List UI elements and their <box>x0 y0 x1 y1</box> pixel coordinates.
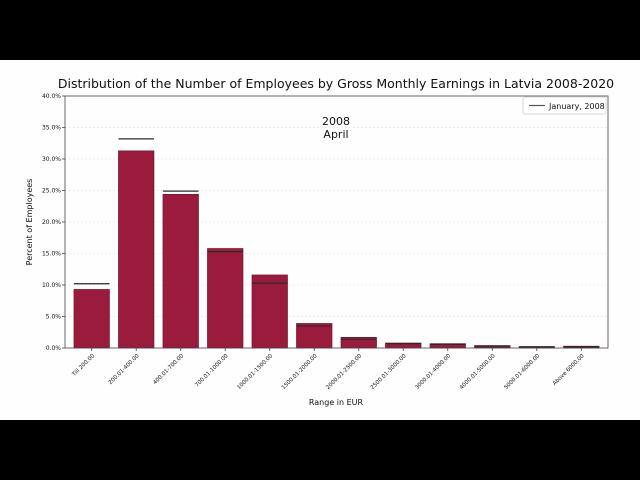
bar <box>118 150 155 349</box>
bar-chart: Distribution of the Number of Employees … <box>25 76 614 407</box>
x-tick-label: Till 200.00 <box>71 353 97 379</box>
legend-label-january-2008: January, 2008 <box>548 102 605 111</box>
y-axis-ticks: 0.0% 5.0% 10.0% 15.0% 20.0% 25.0% 30.0% 35.0% 40… <box>42 93 65 352</box>
bar <box>296 323 333 349</box>
y-tick-label: 5.0% <box>46 314 62 321</box>
y-tick-label: 30.0% <box>42 156 61 163</box>
x-tick-label: 400.01-700.00 <box>152 353 185 386</box>
y-tick-label: 20.0% <box>42 219 61 226</box>
bars <box>73 150 600 349</box>
x-tick-label: 5000.01-6000.00 <box>503 353 541 391</box>
chart-frame: Distribution of the Number of Employees … <box>0 60 640 420</box>
y-tick-label: 10.0% <box>42 282 61 289</box>
legend: January, 2008 <box>522 96 607 115</box>
x-axis-label: Range in EUR <box>309 398 364 407</box>
x-tick-label: 200.01-400.00 <box>108 353 141 386</box>
x-tick-label: 4000.01-5000.00 <box>459 353 497 391</box>
legend-box <box>522 96 607 115</box>
x-tick-label: 2000.01-2500.00 <box>325 353 363 391</box>
bar <box>73 289 110 349</box>
y-tick-label: 15.0% <box>42 251 61 258</box>
x-tick-label: 1500.01-2000.00 <box>281 353 319 391</box>
x-tick-label: 700.01-1000.00 <box>194 353 230 389</box>
reference-markers <box>73 138 600 348</box>
x-tick-label: 3000.01-4000.00 <box>414 353 452 391</box>
x-axis-ticks: Till 200.00 200.01-400.00 400.01-700.00 700… <box>71 348 586 391</box>
bar <box>251 274 288 349</box>
annotation-month: April <box>323 128 348 141</box>
bar <box>207 248 244 349</box>
chart-title: Distribution of the Number of Employees … <box>58 76 614 91</box>
y-axis-label: Percent of Employees <box>25 179 34 266</box>
x-tick-label: 1000.01-1500.00 <box>236 353 274 391</box>
y-tick-label: 25.0% <box>42 188 61 195</box>
y-tick-label: 40.0% <box>42 93 61 100</box>
annotation-year: 2008 <box>322 115 350 128</box>
y-tick-label: 35.0% <box>42 125 61 132</box>
x-tick-label: 2500.01-3000.00 <box>370 353 408 391</box>
y-tick-label: 0.0% <box>46 345 62 352</box>
x-tick-label: Above 6000.00 <box>552 353 586 387</box>
bar <box>162 194 199 349</box>
